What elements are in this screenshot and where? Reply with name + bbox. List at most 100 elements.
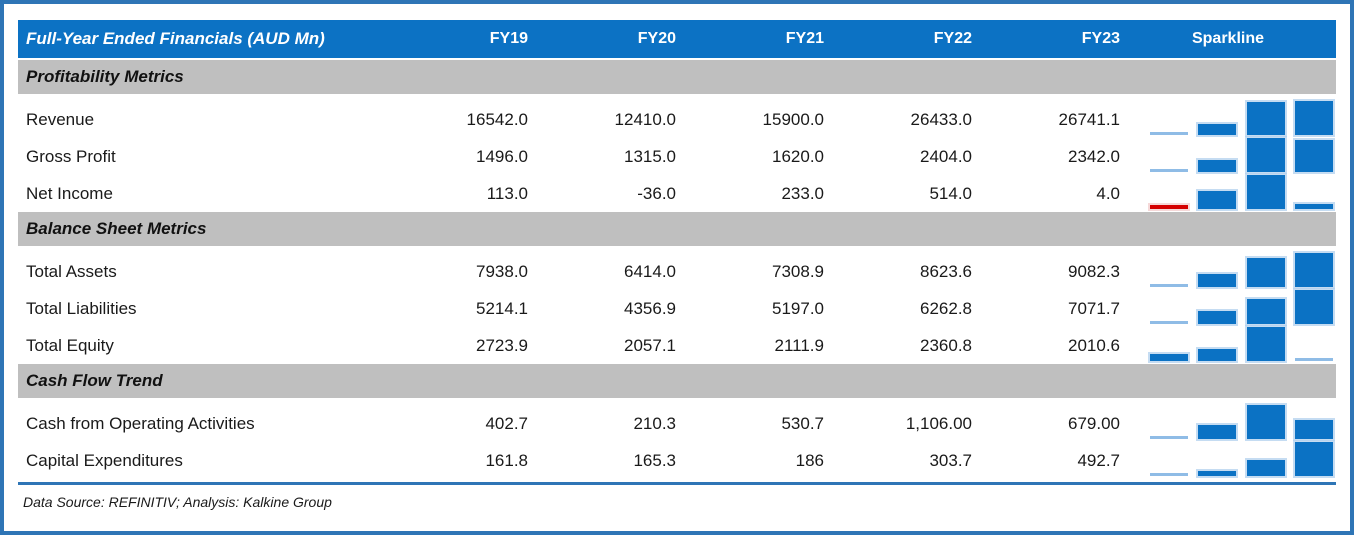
sparkline-bar [1150, 169, 1188, 172]
sparkline-gross-profit [1120, 138, 1336, 175]
value-cell: 26433.0 [910, 109, 972, 129]
sparkline-bar [1246, 327, 1285, 361]
value-cell: 210.3 [633, 413, 676, 433]
sparkline-capital-expenditures [1120, 442, 1336, 479]
value-cell: 1,106.00 [905, 413, 972, 433]
financials-table: Full-Year Ended Financials (AUD Mn) FY19… [18, 20, 1336, 510]
sparkline-bar [1198, 124, 1237, 135]
column-header-fy21: FY21 [785, 30, 824, 47]
value-cell: 4.0 [1096, 183, 1120, 203]
value-cell: 161.8 [485, 450, 528, 470]
row-label: Total Assets [26, 261, 117, 281]
value-cell: 7308.9 [772, 261, 824, 281]
sparkline-bar [1246, 299, 1285, 324]
value-cell: 5214.1 [476, 298, 528, 318]
value-cell: 2010.6 [1068, 335, 1120, 355]
section-header-cash-flow-trend: Cash Flow Trend [18, 364, 1336, 398]
value-cell: 492.7 [1077, 450, 1120, 470]
section-header-balance-sheet-metrics: Balance Sheet Metrics [18, 212, 1336, 246]
table-row-total-liabilities: Total Liabilities 5214.1 4356.9 5197.0 6262.… [18, 290, 1336, 327]
table-row-total-equity: Total Equity 2723.9 2057.1 2111.9 2360.8 2010… [18, 327, 1336, 364]
sparkline-bar [1294, 253, 1333, 287]
table-row-total-assets: Total Assets 7938.0 6414.0 7308.9 8623.6 9082… [18, 253, 1336, 290]
column-header-fy22: FY22 [933, 30, 972, 47]
sparkline-bar [1246, 138, 1285, 172]
column-header-fy19: FY19 [489, 30, 528, 47]
value-cell: 9082.3 [1068, 261, 1120, 281]
sparkline-bar [1198, 160, 1237, 172]
table-row-net-income: Net Income 113.0 -36.0 233.0 514.0 4.0 [18, 175, 1336, 212]
value-cell: 5197.0 [772, 298, 824, 318]
value-cell: 165.3 [633, 450, 676, 470]
sparkline-bar [1150, 284, 1188, 287]
value-cell: 7071.7 [1068, 298, 1120, 318]
value-cell: 2342.0 [1068, 146, 1120, 166]
row-label: Total Liabilities [26, 298, 137, 318]
value-cell: 1496.0 [476, 146, 528, 166]
value-cell: 16542.0 [466, 109, 528, 129]
table-row-cash-from-operating-activities: Cash from Operating Activities 402.7 210.3… [18, 405, 1336, 442]
sparkline-bar [1246, 175, 1285, 209]
row-label: Gross Profit [26, 146, 116, 166]
row-label: Total Equity [26, 335, 114, 355]
sparkline-bar [1150, 205, 1188, 209]
value-cell: 8623.6 [920, 261, 972, 281]
row-label: Capital Expenditures [26, 450, 183, 470]
sparkline-bar [1198, 425, 1237, 439]
table-header-row: Full-Year Ended Financials (AUD Mn) FY19… [18, 20, 1336, 58]
sparkline-bar [1246, 102, 1285, 135]
column-header-fy20: FY20 [637, 30, 676, 47]
value-cell: -36.0 [637, 183, 676, 203]
value-cell: 6414.0 [624, 261, 676, 281]
table-row-capital-expenditures: Capital Expenditures 161.8 165.3 186 303.7 49… [18, 442, 1336, 479]
sparkline-bar [1246, 258, 1285, 287]
sparkline-total-equity [1120, 327, 1336, 364]
value-cell: 2057.1 [624, 335, 676, 355]
sparkline-net-income [1120, 175, 1336, 212]
value-cell: 233.0 [781, 183, 824, 203]
value-cell: 15900.0 [762, 109, 824, 129]
sparkline-bar [1150, 354, 1188, 361]
column-header-sparkline: Sparkline [1191, 30, 1265, 47]
sparkline-bar [1294, 101, 1333, 135]
sparkline-bar [1150, 132, 1188, 135]
table-row-revenue: Revenue 16542.0 12410.0 15900.0 26433.0 26741… [18, 101, 1336, 138]
sparkline-bar [1198, 191, 1237, 209]
sparkline-bar [1150, 473, 1188, 476]
value-cell: 514.0 [929, 183, 972, 203]
sparkline-bar [1246, 460, 1285, 476]
value-cell: 2111.9 [774, 335, 824, 355]
bottom-rule [18, 482, 1336, 485]
row-label: Cash from Operating Activities [26, 413, 255, 433]
value-cell: 113.0 [486, 183, 528, 203]
sparkline-total-assets [1120, 253, 1336, 290]
sparkline-bar [1198, 311, 1237, 324]
sparkline-bar [1294, 442, 1333, 476]
row-label: Net Income [26, 183, 113, 203]
column-header-fy23: FY23 [1081, 30, 1120, 47]
value-cell: 2723.9 [476, 335, 528, 355]
value-cell: 1315.0 [624, 146, 676, 166]
sparkline-total-liabilities [1120, 290, 1336, 327]
value-cell: 1620.0 [772, 146, 824, 166]
value-cell: 6262.8 [920, 298, 972, 318]
row-label: Revenue [26, 109, 95, 129]
sparkline-bar [1294, 140, 1333, 172]
sparkline-bar [1198, 471, 1237, 476]
value-cell: 12410.0 [614, 109, 676, 129]
value-cell: 679.00 [1068, 413, 1120, 433]
value-cell: 2360.8 [920, 335, 972, 355]
value-cell: 4356.9 [624, 298, 676, 318]
value-cell: 530.7 [781, 413, 824, 433]
sparkline-cash-from-operating-activities [1120, 405, 1336, 442]
value-cell: 7938.0 [476, 261, 528, 281]
value-cell: 2404.0 [920, 146, 972, 166]
sparkline-bar [1294, 290, 1333, 324]
sparkline-bar [1294, 204, 1333, 209]
value-cell: 26741.1 [1058, 109, 1120, 129]
sparkline-bar [1150, 321, 1188, 324]
sparkline-bar [1294, 358, 1333, 361]
sparkline-bar [1294, 420, 1333, 439]
sparkline-bar [1198, 349, 1237, 361]
table-title: Full-Year Ended Financials (AUD Mn) [26, 29, 325, 48]
